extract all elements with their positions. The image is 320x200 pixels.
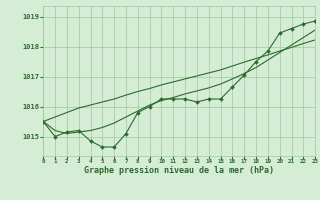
X-axis label: Graphe pression niveau de la mer (hPa): Graphe pression niveau de la mer (hPa)	[84, 166, 274, 175]
